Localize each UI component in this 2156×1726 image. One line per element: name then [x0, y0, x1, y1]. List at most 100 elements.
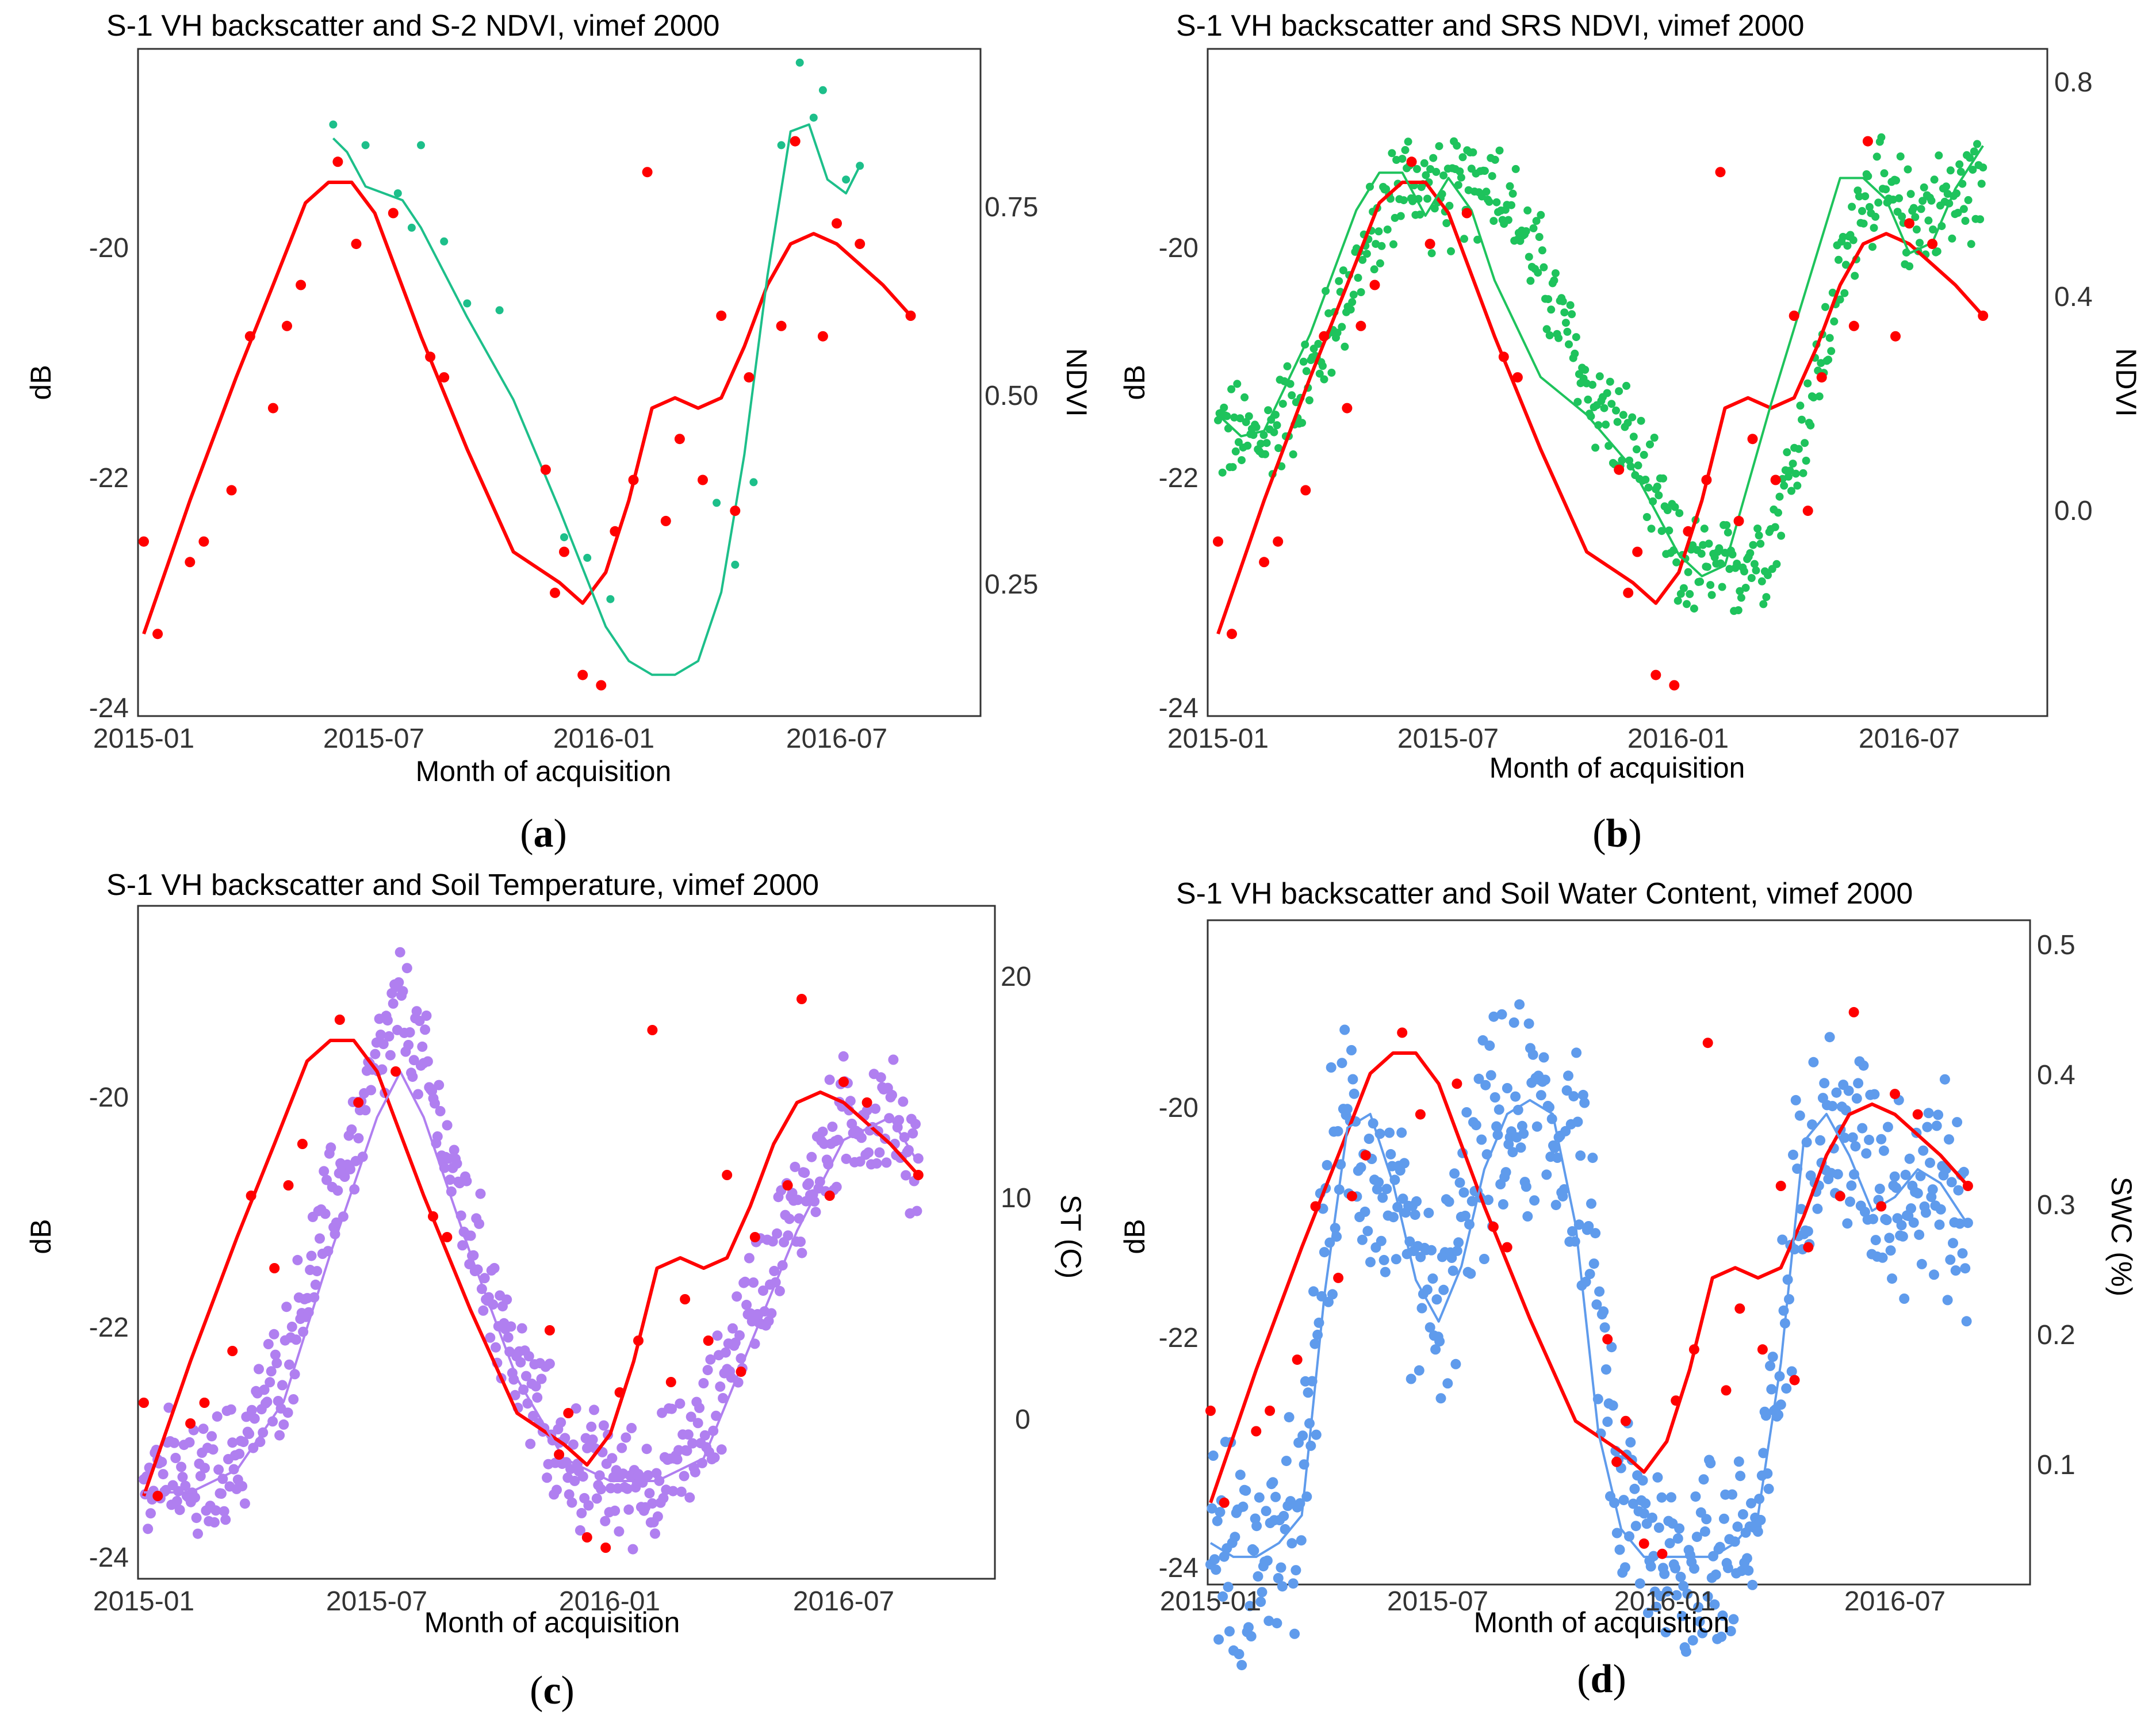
panel-b-vh-point	[1632, 546, 1643, 557]
panel-d-secondary-point	[1607, 1400, 1618, 1411]
panel-c-secondary-point	[596, 1484, 607, 1495]
panel-b-secondary-point	[1657, 527, 1666, 535]
panel-b-secondary-point	[1540, 263, 1548, 271]
panel-c-secondary-point	[564, 1489, 575, 1500]
panel-c-vh-point	[390, 1066, 401, 1077]
panel-b-secondary-point	[1558, 297, 1567, 305]
panel-c-secondary-point	[474, 1218, 485, 1229]
panel-d-secondary-point	[1845, 1196, 1855, 1207]
panel-c-secondary-point	[442, 1120, 453, 1131]
panel-c-secondary-point	[422, 1056, 433, 1067]
panel-c-secondary-point	[265, 1377, 275, 1388]
panel-d-vh-point	[1789, 1375, 1800, 1386]
panel-a-vh-point	[332, 156, 343, 167]
panel-d-secondary-point	[1587, 1153, 1598, 1164]
panel-b-secondary-point	[1637, 416, 1645, 425]
panel-c-vh-point	[428, 1211, 438, 1222]
panel-b-secondary-point	[1644, 483, 1653, 492]
panel-d-secondary-point	[1518, 1128, 1529, 1139]
panel-d-secondary-point	[1698, 1474, 1709, 1485]
panel-b-secondary-point	[1522, 227, 1530, 235]
panel-d-secondary-point	[1781, 1383, 1792, 1394]
panel-a-secondary-point	[583, 553, 592, 562]
panel-d-secondary-point	[1842, 1218, 1853, 1229]
panel-d-secondary-point	[1449, 1168, 1460, 1179]
panel-c-secondary-point	[200, 1463, 210, 1474]
panel-c-secondary-point	[536, 1373, 547, 1384]
panel-c-secondary-point	[190, 1492, 201, 1503]
panel-d-vh-point	[1876, 1201, 1887, 1212]
panel-b-secondary-point	[1679, 584, 1688, 592]
panel-d-secondary-point	[1727, 1489, 1737, 1500]
panel-d-secondary-point	[1450, 1358, 1461, 1369]
panel-d-secondary-point	[1790, 1094, 1801, 1105]
panel-b-secondary-point	[1376, 259, 1384, 267]
panel-d-secondary-point	[1337, 1058, 1347, 1069]
panel-a-vh-point	[660, 515, 671, 526]
panel-a-secondary-trend-line	[332, 123, 861, 676]
panel-c-vh-point	[600, 1543, 611, 1553]
panel-d-secondary-point	[1647, 1512, 1657, 1523]
panel-b-secondary-point	[1707, 591, 1716, 599]
panel-b-secondary-point	[1924, 216, 1933, 225]
panel-b-secondary-point	[1641, 476, 1650, 484]
panel-a-vh-point	[855, 239, 866, 250]
panel-b-secondary-point	[1537, 211, 1545, 219]
panel-d-secondary-point	[1777, 1234, 1788, 1245]
panel-d-secondary-point	[1254, 1492, 1265, 1503]
panel-c-secondary-point	[658, 1492, 669, 1503]
panel-d-secondary-point	[1846, 1180, 1857, 1191]
panel-d-secondary-point	[1676, 1610, 1687, 1621]
panel-d-secondary-point	[1899, 1293, 1910, 1304]
panel-d-secondary-point	[1461, 1107, 1472, 1118]
panel-d-vh-point	[1346, 1191, 1357, 1201]
panel-d-secondary-point	[1687, 1635, 1698, 1646]
panel-c-secondary-point	[626, 1423, 637, 1433]
panel-b-secondary-point	[1771, 523, 1779, 531]
panel-d-ytick-2: -22	[1159, 1323, 1198, 1353]
panel-d-vh-point	[1292, 1354, 1303, 1365]
panel-d-secondary-point	[1246, 1631, 1257, 1641]
panel-d-secondary-point	[1908, 1217, 1919, 1228]
panel-c-secondary-point	[198, 1423, 209, 1434]
panel-d-secondary-point	[1209, 1554, 1220, 1565]
panel-c-xtick-3: 2016-01	[559, 1586, 660, 1617]
panel-c-y2tick-1: 20	[1001, 962, 1031, 992]
panel-d-secondary-point	[1638, 1508, 1649, 1519]
panel-b-vh-point	[1650, 669, 1661, 680]
panel-b-secondary-point	[1547, 305, 1556, 314]
panel-c-ytick-1: -20	[89, 1082, 129, 1113]
panel-d-secondary-point	[1458, 1187, 1469, 1198]
panel-b-secondary-point	[1976, 215, 1985, 224]
panel-b-vh-point	[1669, 680, 1680, 691]
panel-b-vh-point	[1789, 311, 1799, 321]
panel-c-vh-point	[647, 1025, 658, 1035]
panel-c-secondary-point	[887, 1089, 897, 1100]
panel-c-secondary-point	[702, 1365, 713, 1376]
panel-b-ytick-3: -24	[1159, 693, 1198, 724]
panel-c-secondary-point	[838, 1051, 849, 1062]
panel-b-secondary-point	[1634, 461, 1642, 470]
panel-d-plot	[1205, 999, 1973, 1671]
panel-c-secondary-point	[206, 1431, 217, 1442]
panel-b-secondary-point	[1799, 469, 1807, 477]
panel-b-secondary-point	[1595, 372, 1604, 381]
panel-d-secondary-point	[1552, 1153, 1563, 1163]
panel-c-secondary-point	[353, 1133, 364, 1144]
panel-c-secondary-point	[698, 1378, 709, 1388]
panel-b-secondary-point	[1223, 412, 1231, 420]
panel-b-secondary-point	[1607, 400, 1616, 408]
panel-d-secondary-point	[1843, 1085, 1854, 1096]
panel-b-vh-point	[1227, 629, 1237, 640]
panel-d-vh-point	[1620, 1415, 1631, 1426]
panel-d-secondary-point	[1689, 1563, 1699, 1574]
panel-c-secondary-point	[744, 1253, 755, 1264]
panel-b-y2label: NDVI	[2110, 348, 2142, 416]
panel-b-secondary-point	[1563, 327, 1572, 336]
panel-d-secondary-point	[1586, 1198, 1596, 1209]
panel-c-secondary-point	[668, 1486, 679, 1497]
panel-d-secondary-point	[1614, 1544, 1625, 1555]
panel-b-secondary-point	[1871, 212, 1880, 221]
panel-b-secondary-point	[1274, 444, 1283, 453]
panel-d-vh-point	[1702, 1038, 1713, 1048]
